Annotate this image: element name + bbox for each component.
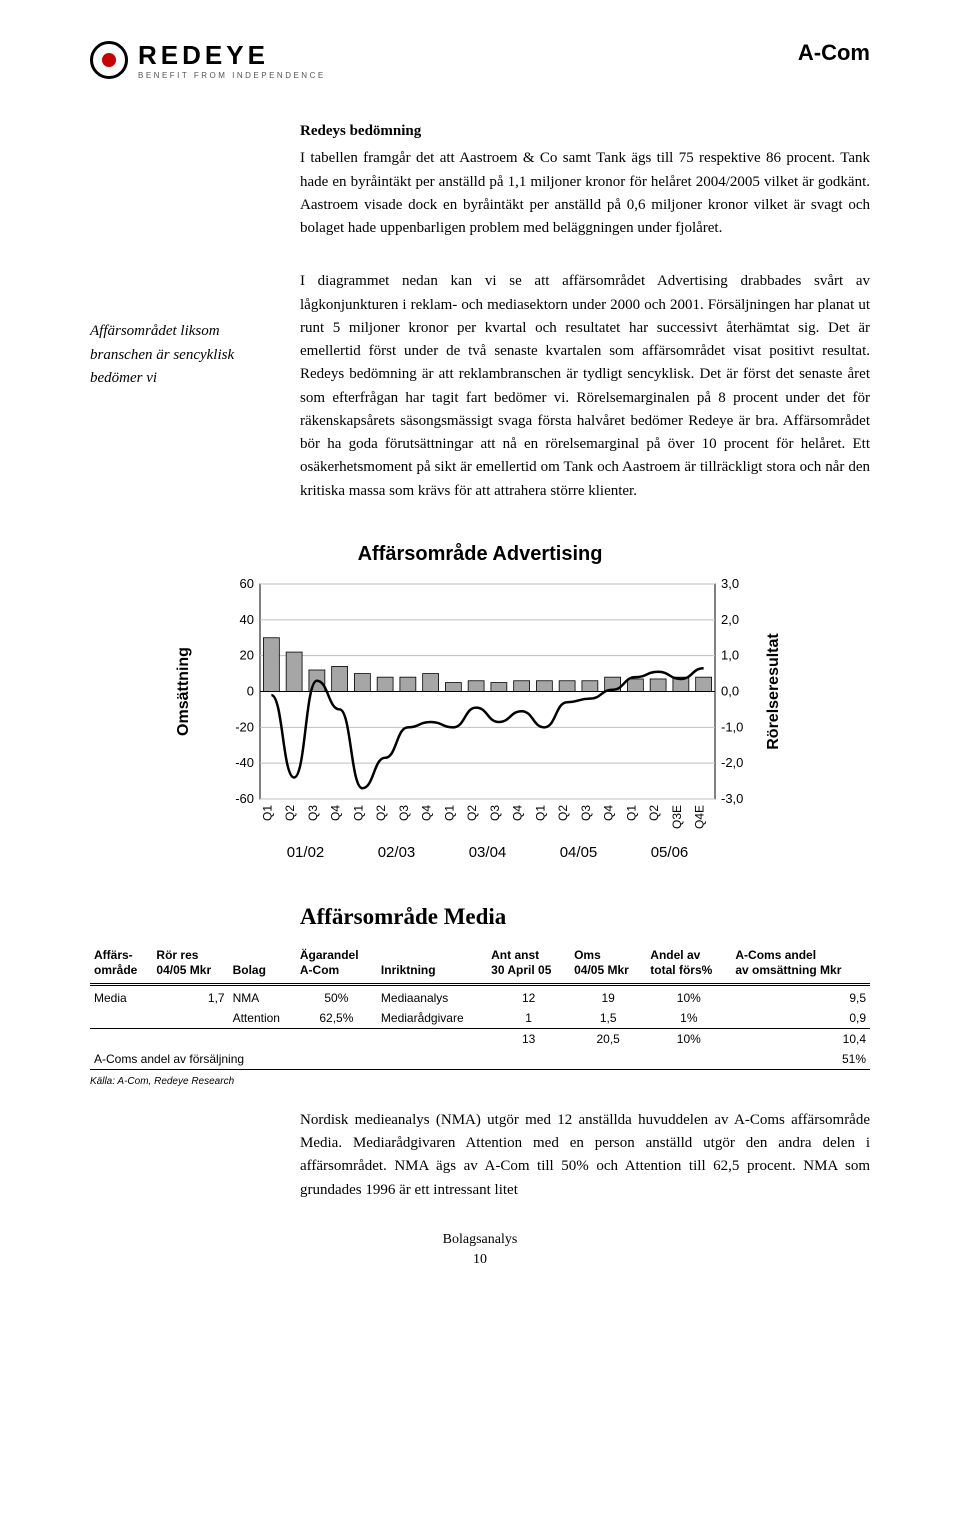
svg-text:Q4: Q4 (602, 804, 616, 820)
svg-text:Omsättning: Omsättning (175, 647, 192, 736)
svg-text:05/06: 05/06 (651, 844, 689, 861)
svg-text:Q2: Q2 (374, 804, 388, 820)
svg-text:Q1: Q1 (624, 804, 638, 820)
table-row: Media1,7NMA50%Mediaanalys121910%9,5 (90, 988, 870, 1008)
svg-text:-2,0: -2,0 (721, 755, 743, 770)
svg-text:Q3: Q3 (306, 804, 320, 820)
svg-text:-60: -60 (235, 791, 254, 806)
footer-label: Bolagsanalys (90, 1232, 870, 1248)
table-header: A-Coms andelav omsättning Mkr (731, 945, 870, 981)
page-header: REDEYE BENEFIT FROM INDEPENDENCE A-Com (90, 40, 870, 80)
table-footer-row: A-Coms andel av försäljning51% (90, 1049, 870, 1069)
table-header: Affärs-område (90, 945, 152, 981)
svg-text:Q3: Q3 (488, 804, 502, 820)
svg-text:Q2: Q2 (556, 804, 570, 820)
svg-text:Q4E: Q4E (693, 805, 707, 829)
table-header: Bolag (229, 945, 296, 981)
section2-body: I diagrammet nedan kan vi se att affärso… (300, 270, 870, 503)
svg-text:40: 40 (240, 612, 254, 627)
svg-text:Q4: Q4 (329, 804, 343, 820)
page-number: 10 (90, 1252, 870, 1268)
media-table: Affärs-områdeRör res04/05 MkrBolagÄgaran… (90, 945, 870, 1070)
chart-title: Affärsområde Advertising (90, 543, 870, 566)
svg-text:-20: -20 (235, 719, 254, 734)
svg-text:60: 60 (240, 576, 254, 591)
svg-text:Q2: Q2 (647, 804, 661, 820)
logo-title: REDEYE (138, 40, 326, 71)
svg-text:Q2: Q2 (465, 804, 479, 820)
svg-text:02/03: 02/03 (378, 844, 416, 861)
svg-text:Q3E: Q3E (670, 805, 684, 829)
svg-text:0,0: 0,0 (721, 683, 739, 698)
svg-text:Q4: Q4 (511, 804, 525, 820)
media-heading: Affärsområde Media (300, 904, 870, 930)
svg-text:3,0: 3,0 (721, 576, 739, 591)
logo: REDEYE BENEFIT FROM INDEPENDENCE (90, 40, 326, 80)
table-row: 1320,510%10,4 (90, 1029, 870, 1049)
svg-text:0: 0 (247, 683, 254, 698)
table-row: Attention62,5%Mediarådgivare11,51%0,9 (90, 1008, 870, 1028)
svg-text:03/04: 03/04 (469, 844, 507, 861)
section-heading: Redeys bedömning (300, 120, 870, 143)
svg-text:-3,0: -3,0 (721, 791, 743, 806)
svg-text:Q3: Q3 (397, 804, 411, 820)
table-source: Källa: A-Com, Redeye Research (90, 1076, 870, 1087)
logo-subtitle: BENEFIT FROM INDEPENDENCE (138, 71, 326, 80)
table-header: Inriktning (377, 945, 487, 981)
svg-text:Q4: Q4 (420, 804, 434, 820)
svg-text:Q3: Q3 (579, 804, 593, 820)
svg-text:Rörelseresultat: Rörelseresultat (765, 632, 782, 749)
svg-text:04/05: 04/05 (560, 844, 598, 861)
svg-text:1,0: 1,0 (721, 647, 739, 662)
svg-text:Q1: Q1 (260, 804, 274, 820)
table-header: Oms04/05 Mkr (570, 945, 646, 981)
table-header: Ant anst30 April 05 (487, 945, 570, 981)
svg-text:-40: -40 (235, 755, 254, 770)
sidenote: Affärsområdet liksom branschen är sencyk… (90, 270, 270, 523)
svg-text:Q1: Q1 (533, 804, 547, 820)
svg-text:-1,0: -1,0 (721, 719, 743, 734)
svg-text:2,0: 2,0 (721, 612, 739, 627)
advertising-chart: -60 -40 -20 0 20 40 60 -3,0 -2,0 -1,0 0,0 1,0 2,0 3,0… (90, 574, 870, 874)
page-footer: Bolagsanalys 10 (90, 1232, 870, 1268)
svg-text:20: 20 (240, 647, 254, 662)
logo-icon (90, 41, 128, 79)
svg-text:Q1: Q1 (442, 804, 456, 820)
svg-text:Q1: Q1 (351, 804, 365, 820)
section1-body: I tabellen framgår det att Aastroem & Co… (300, 147, 870, 240)
svg-text:01/02: 01/02 (287, 844, 325, 861)
table-header: Rör res04/05 Mkr (152, 945, 228, 981)
document-title: A-Com (798, 40, 870, 66)
svg-text:Q2: Q2 (283, 804, 297, 820)
table-header: ÄgarandelA-Com (296, 945, 377, 981)
bottom-paragraph: Nordisk medieanalys (NMA) utgör med 12 a… (300, 1109, 870, 1202)
table-header: Andel avtotal förs% (646, 945, 731, 981)
